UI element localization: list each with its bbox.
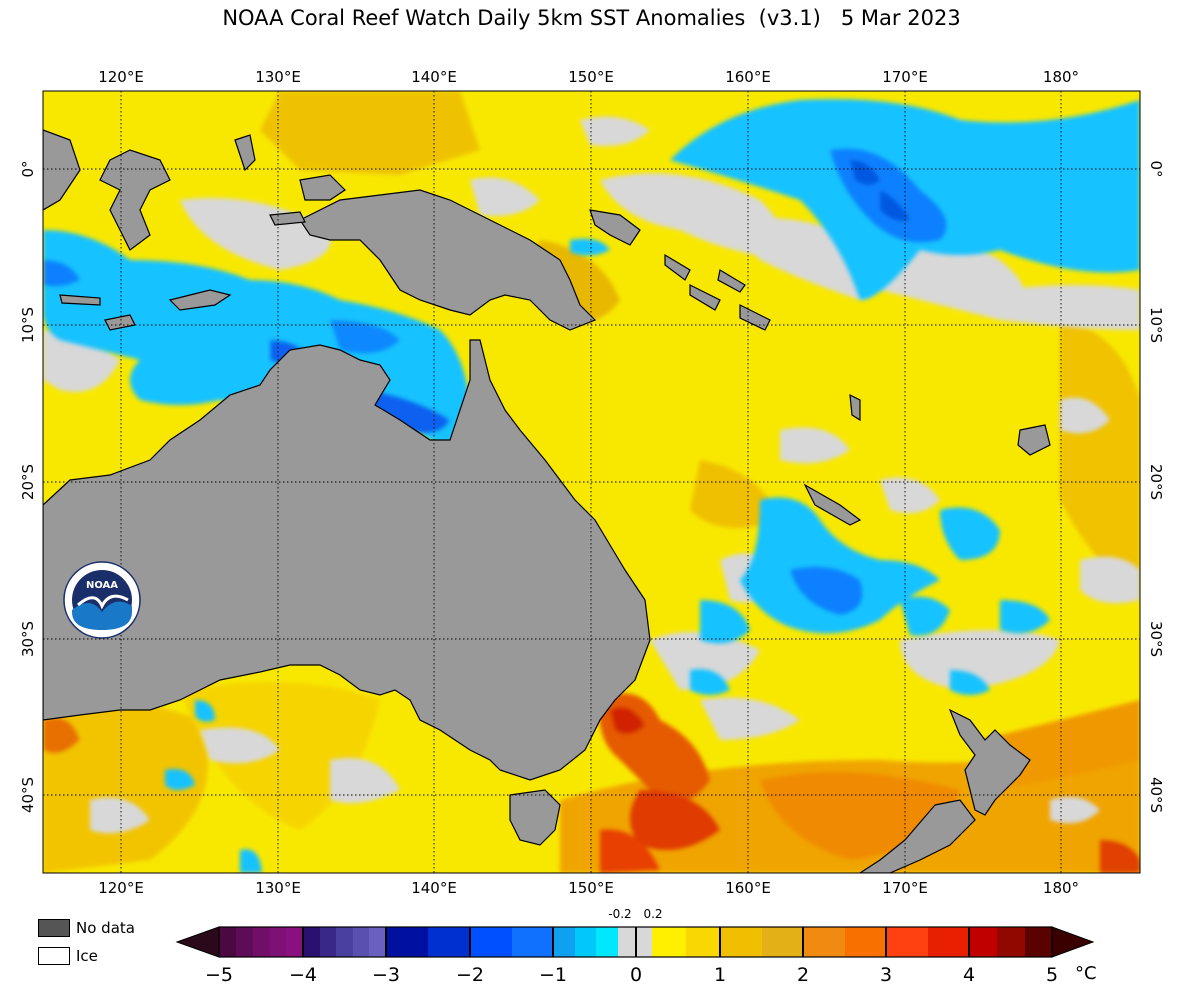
right-lat-labels: 0° 10°S 20°S 30°S 40°S [1147,160,1165,813]
no-data-label: No data [76,919,135,937]
colorbar-tick-label: 5 [1046,964,1058,986]
top-lon-label: 180° [1043,68,1079,86]
colorbar-tick-label: 2 [797,964,809,986]
colorbar-max-arrow [1051,926,1095,958]
colorbar-unit: °C [1075,963,1097,984]
bottom-lon-label: 160°E [725,879,771,897]
top-lon-label: 150°E [568,68,614,86]
ice-swatch [38,947,70,965]
landmasses [43,129,1051,873]
left-lat-label: 10°S [19,307,37,343]
colorbar-tick-label: 0 [630,964,642,986]
noaa-logo-text: NOAA [86,580,118,591]
colorbar-tick-label: −3 [372,964,400,986]
right-lat-label: 30°S [1147,621,1165,657]
noaa-logo: NOAA [63,561,141,639]
colorbar-tick-label: 3 [880,964,892,986]
map-frame [42,90,1141,874]
ice-label: Ice [76,947,98,965]
colorbar-tick-label: −5 [205,964,233,986]
bottom-lon-labels: 120°E 130°E 140°E 150°E 160°E 170°E 180° [98,879,1079,897]
left-lat-label: 40°S [19,777,37,813]
right-lat-label: 40°S [1147,777,1165,813]
top-lon-labels: 120°E 130°E 140°E 150°E 160°E 170°E 180° [98,68,1079,86]
top-lon-label: 170°E [882,68,928,86]
top-lon-label: 130°E [255,68,301,86]
colorbar-small-label: -0.2 [608,907,631,921]
top-lon-label: 140°E [411,68,457,86]
bottom-lon-label: 180° [1043,879,1079,897]
top-lon-label: 120°E [98,68,144,86]
right-lat-label: 10°S [1147,307,1165,343]
no-data-swatch [38,919,70,937]
graticule [43,91,1140,873]
colorbar-tick-label: 4 [963,964,975,986]
bottom-lon-label: 140°E [411,879,457,897]
top-lon-label: 160°E [725,68,771,86]
map-area [43,91,1140,873]
left-lat-label: 30°S [19,621,37,657]
bottom-lon-label: 170°E [882,879,928,897]
colorbar-tick-label: −1 [539,964,567,986]
colorbar-tick-label: 1 [714,964,726,986]
colorbar: −5 −4 −3 −2 −1 0 1 2 3 4 5 -0.2 0.2 °C [175,907,1097,986]
colorbar-tick-label: −4 [289,964,317,986]
bottom-lon-label: 130°E [255,879,301,897]
right-lat-label: 20°S [1147,464,1165,500]
bottom-lon-label: 150°E [568,879,614,897]
colorbar-tick-label: −2 [456,964,484,986]
map-title: NOAA Coral Reef Watch Daily 5km SST Anom… [222,6,961,30]
colorbar-min-arrow [175,926,220,958]
left-lat-label: 0° [19,160,37,177]
colorbar-small-label: 0.2 [643,907,662,921]
bottom-lon-label: 120°E [98,879,144,897]
left-lat-label: 20°S [19,464,37,500]
left-lat-labels: 0° 10°S 20°S 30°S 40°S [19,160,37,813]
right-lat-label: 0° [1147,160,1165,177]
